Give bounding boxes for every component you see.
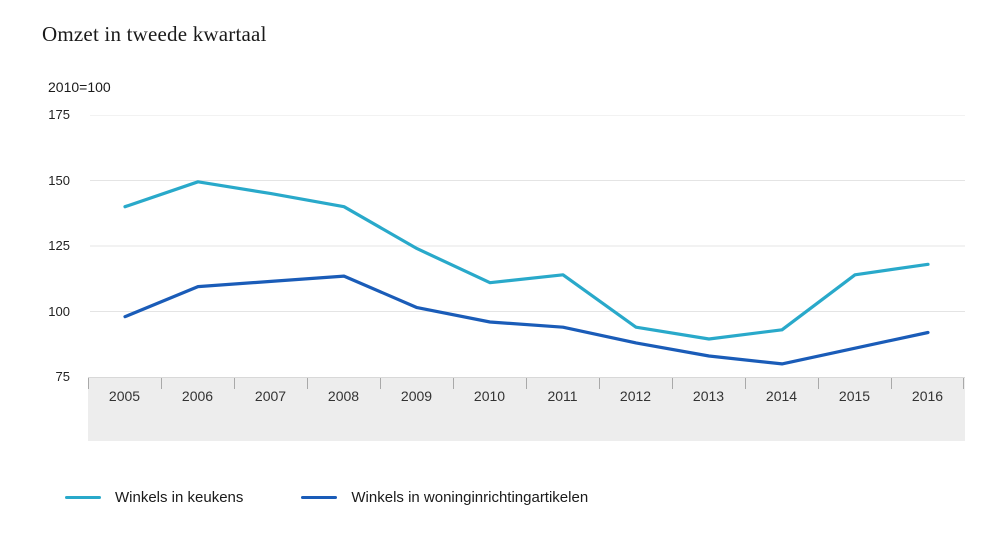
series-line-1 xyxy=(123,180,930,341)
x-tick-label-2014: 2014 xyxy=(765,388,798,404)
chart-title: Omzet in tweede kwartaal xyxy=(42,22,267,46)
x-tick-label-2008: 2008 xyxy=(327,388,360,404)
series-2-swatch xyxy=(301,496,338,499)
x-tick-label-2016: 2016 xyxy=(911,388,944,404)
x-tick-label-2011: 2011 xyxy=(547,388,578,404)
x-tick xyxy=(963,378,964,389)
plot-area xyxy=(90,114,965,377)
y-axis-labels: 175 150 125 100 75 xyxy=(0,108,70,384)
x-tick xyxy=(380,378,381,389)
unit-label: 2010=100 xyxy=(48,79,111,95)
series-1-label: Winkels in keukens xyxy=(115,489,244,506)
y-tick-label-125: 125 xyxy=(48,238,70,253)
x-tick xyxy=(307,378,308,389)
x-tick-label-2013: 2013 xyxy=(692,388,725,404)
x-axis-band: 2005 2006 2007 2008 2009 2010 2011 2012 2013 2014… xyxy=(88,377,965,441)
y-tick-label-175: 175 xyxy=(48,107,70,122)
series-1-swatch xyxy=(65,496,101,499)
x-tick-label-2007: 2007 xyxy=(254,388,287,404)
x-tick xyxy=(818,378,819,389)
legend: Winkels in keukens Winkels in woninginri… xyxy=(65,489,588,506)
y-tick-label-75: 75 xyxy=(55,369,70,384)
x-tick-label-2012: 2012 xyxy=(619,388,652,404)
x-tick-label-2005: 2005 xyxy=(108,388,141,404)
legend-item-woninginrichting: Winkels in woninginrichtingartikelen xyxy=(301,489,588,506)
x-tick xyxy=(453,378,454,389)
x-tick xyxy=(672,378,673,389)
legend-item-keukens: Winkels in keukens xyxy=(65,489,243,506)
x-tick-label-2010: 2010 xyxy=(473,388,506,404)
y-tick-label-150: 150 xyxy=(48,172,70,188)
line-chart-canvas xyxy=(90,114,965,366)
x-tick-label-2015: 2015 xyxy=(838,388,871,404)
x-tick-label-2006: 2006 xyxy=(181,388,214,404)
x-tick-label-2009: 2009 xyxy=(400,388,433,404)
x-tick xyxy=(526,378,527,389)
x-tick xyxy=(891,378,892,389)
y-tick-label-100: 100 xyxy=(48,303,70,319)
series-line-2 xyxy=(123,274,930,366)
series-2-label: Winkels in woninginrichtingartikelen xyxy=(351,489,589,506)
x-tick xyxy=(88,378,89,389)
x-tick xyxy=(234,378,235,389)
x-tick xyxy=(161,378,162,389)
x-tick xyxy=(599,378,600,389)
x-tick xyxy=(745,378,746,389)
